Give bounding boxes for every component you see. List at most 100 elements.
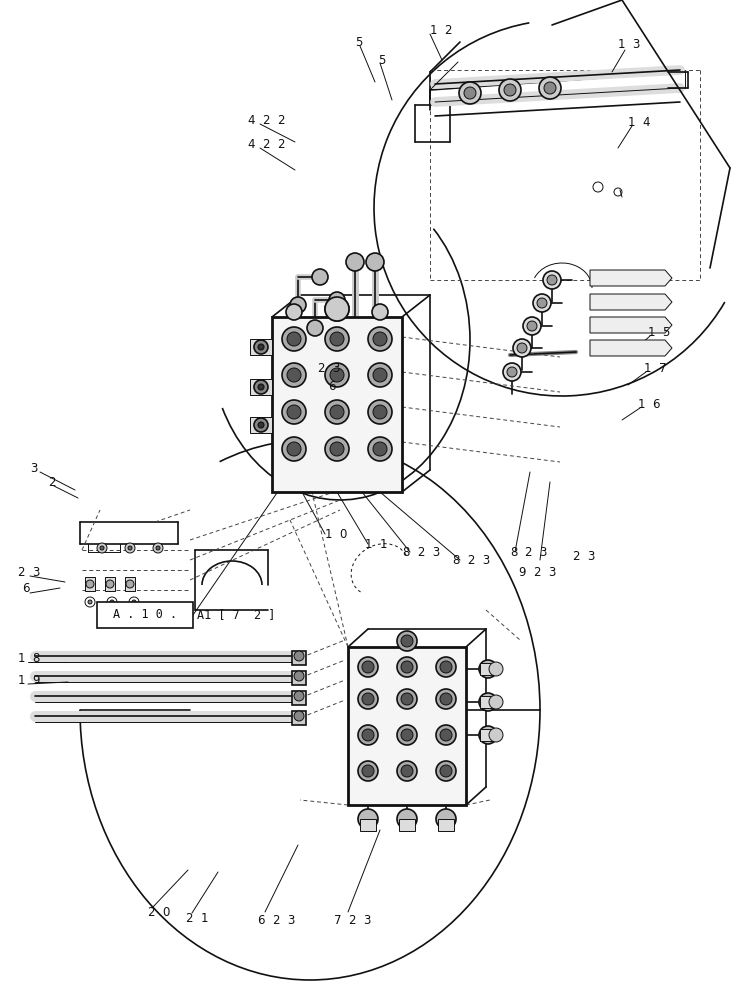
Circle shape bbox=[325, 363, 349, 387]
Circle shape bbox=[489, 695, 503, 709]
Circle shape bbox=[436, 809, 456, 829]
Text: 6: 6 bbox=[22, 582, 29, 595]
Circle shape bbox=[539, 77, 561, 99]
Text: 1  0: 1 0 bbox=[325, 528, 347, 540]
Text: 2: 2 bbox=[48, 476, 56, 488]
Text: 2  3: 2 3 bbox=[318, 361, 341, 374]
Circle shape bbox=[504, 84, 516, 96]
Circle shape bbox=[358, 725, 378, 745]
Circle shape bbox=[153, 543, 163, 553]
Text: 7  2  3: 7 2 3 bbox=[334, 914, 371, 926]
Circle shape bbox=[527, 321, 537, 331]
Text: 1  9: 1 9 bbox=[18, 674, 41, 686]
Circle shape bbox=[258, 384, 264, 390]
Text: 5: 5 bbox=[378, 53, 385, 66]
Circle shape bbox=[517, 343, 527, 353]
Circle shape bbox=[329, 292, 345, 308]
Circle shape bbox=[132, 600, 136, 604]
Circle shape bbox=[88, 600, 92, 604]
Circle shape bbox=[325, 297, 349, 321]
Bar bbox=[272, 317, 402, 492]
Circle shape bbox=[362, 693, 374, 705]
Circle shape bbox=[287, 368, 301, 382]
Circle shape bbox=[397, 809, 417, 829]
Text: 8  2  3: 8 2 3 bbox=[403, 546, 440, 558]
Circle shape bbox=[373, 442, 387, 456]
Circle shape bbox=[397, 725, 417, 745]
Text: 6: 6 bbox=[328, 379, 335, 392]
Circle shape bbox=[282, 400, 306, 424]
Circle shape bbox=[368, 363, 392, 387]
Circle shape bbox=[499, 79, 521, 101]
Text: 3: 3 bbox=[30, 462, 38, 475]
Circle shape bbox=[294, 651, 304, 661]
Circle shape bbox=[330, 332, 344, 346]
Circle shape bbox=[440, 661, 452, 673]
Circle shape bbox=[330, 368, 344, 382]
Polygon shape bbox=[590, 317, 672, 333]
Text: 1  7: 1 7 bbox=[644, 361, 666, 374]
Text: 1  3: 1 3 bbox=[618, 37, 641, 50]
Bar bbox=[250, 417, 272, 433]
Circle shape bbox=[287, 405, 301, 419]
Text: 6  2  3: 6 2 3 bbox=[258, 914, 296, 926]
Text: 1  6: 1 6 bbox=[638, 397, 660, 410]
Circle shape bbox=[325, 400, 349, 424]
Circle shape bbox=[513, 339, 531, 357]
Circle shape bbox=[401, 693, 413, 705]
Circle shape bbox=[440, 693, 452, 705]
Circle shape bbox=[358, 809, 378, 829]
Bar bbox=[292, 671, 306, 685]
Polygon shape bbox=[590, 294, 672, 310]
Circle shape bbox=[401, 729, 413, 741]
Bar bbox=[348, 647, 466, 805]
Circle shape bbox=[358, 689, 378, 709]
Circle shape bbox=[358, 657, 378, 677]
Circle shape bbox=[254, 380, 268, 394]
Text: 1  8: 1 8 bbox=[18, 652, 41, 664]
Circle shape bbox=[368, 437, 392, 461]
Circle shape bbox=[489, 662, 503, 676]
Circle shape bbox=[100, 546, 104, 550]
Circle shape bbox=[366, 253, 384, 271]
Circle shape bbox=[330, 405, 344, 419]
Circle shape bbox=[325, 437, 349, 461]
Text: 2  1: 2 1 bbox=[186, 912, 208, 926]
Circle shape bbox=[489, 728, 503, 742]
Circle shape bbox=[106, 580, 114, 588]
Circle shape bbox=[254, 418, 268, 432]
Text: A1 [ 7  2 ]: A1 [ 7 2 ] bbox=[197, 608, 275, 621]
Circle shape bbox=[362, 729, 374, 741]
Circle shape bbox=[287, 332, 301, 346]
Text: 2  0: 2 0 bbox=[148, 906, 171, 918]
Circle shape bbox=[294, 671, 304, 681]
Text: 1  1: 1 1 bbox=[365, 538, 387, 550]
Circle shape bbox=[86, 580, 94, 588]
Circle shape bbox=[397, 761, 417, 781]
Bar bbox=[480, 729, 496, 741]
Text: A . 1 0 .: A . 1 0 . bbox=[113, 608, 177, 621]
Bar bbox=[250, 379, 272, 395]
Circle shape bbox=[436, 761, 456, 781]
Text: 5: 5 bbox=[355, 35, 362, 48]
Bar bbox=[292, 691, 306, 705]
Circle shape bbox=[156, 546, 160, 550]
Circle shape bbox=[362, 661, 374, 673]
Circle shape bbox=[346, 253, 364, 271]
Circle shape bbox=[479, 660, 497, 678]
Circle shape bbox=[258, 422, 264, 428]
Circle shape bbox=[372, 304, 388, 320]
Circle shape bbox=[503, 363, 521, 381]
Bar bbox=[292, 711, 306, 725]
Circle shape bbox=[358, 761, 378, 781]
Circle shape bbox=[547, 275, 557, 285]
Circle shape bbox=[436, 725, 456, 745]
Bar bbox=[85, 577, 95, 591]
Circle shape bbox=[110, 600, 114, 604]
Circle shape bbox=[373, 405, 387, 419]
Circle shape bbox=[464, 87, 476, 99]
Circle shape bbox=[479, 693, 497, 711]
Circle shape bbox=[286, 304, 302, 320]
Circle shape bbox=[373, 368, 387, 382]
Circle shape bbox=[258, 344, 264, 350]
